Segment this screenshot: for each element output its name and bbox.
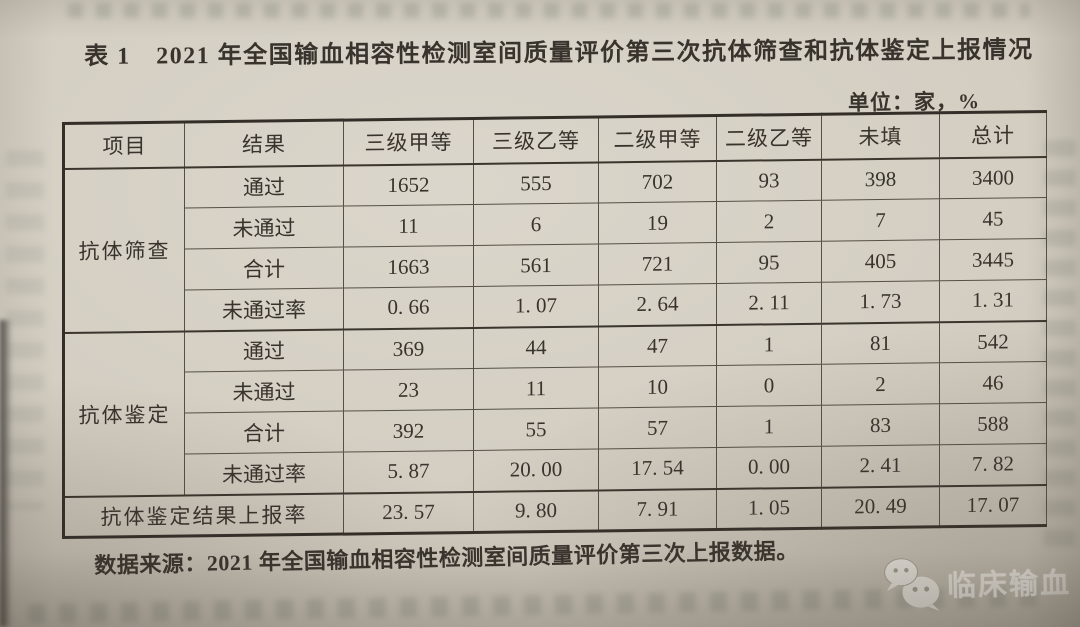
value-cell: 1. 31 [939, 279, 1047, 322]
summary-label-cell: 抗体鉴定结果上报率 [63, 493, 344, 538]
value-cell: 1. 05 [716, 487, 822, 530]
project-cell: 抗体鉴定 [63, 331, 185, 497]
result-cell: 合计 [184, 247, 344, 291]
project-cell: 抗体筛查 [63, 167, 185, 333]
watermark-label: 临床输血 [946, 567, 1072, 603]
value-cell: 702 [598, 160, 717, 203]
value-cell: 10 [598, 365, 717, 408]
value-cell: 369 [343, 327, 474, 371]
column-header: 总计 [939, 111, 1047, 158]
column-header: 三级乙等 [473, 116, 599, 164]
value-cell: 555 [473, 161, 599, 205]
value-cell: 561 [473, 243, 599, 287]
column-header: 二级甲等 [598, 115, 717, 162]
value-cell: 83 [821, 403, 940, 447]
column-header: 结果 [184, 120, 344, 168]
table-wrap: 项目 结果 三级甲等 三级乙等 二级甲等 二级乙等 未填 总计 抗体筛查 通过 … [62, 109, 1047, 539]
result-cell: 未通过 [184, 206, 344, 250]
source-note: 数据来源：2021 年全国输血相容性检测室间质量评价第三次上报数据。 [94, 538, 799, 578]
value-cell: 19 [598, 201, 717, 244]
value-cell: 17. 54 [598, 447, 717, 490]
value-cell: 46 [939, 361, 1047, 404]
value-cell: 405 [821, 239, 940, 283]
result-cell: 未通过率 [184, 452, 344, 496]
value-cell: 7 [821, 198, 940, 242]
value-cell: 47 [598, 324, 717, 367]
value-cell: 1. 73 [821, 280, 940, 324]
value-cell: 0. 66 [343, 286, 474, 330]
value-cell: 542 [939, 320, 1047, 363]
value-cell: 1652 [343, 163, 474, 207]
value-cell: 23 [343, 368, 474, 412]
value-cell: 95 [716, 241, 822, 284]
column-header: 三级甲等 [343, 118, 474, 166]
value-cell: 55 [473, 407, 599, 451]
value-cell: 1 [716, 405, 822, 448]
value-cell: 20. 00 [473, 448, 599, 492]
bleed-through-smudge-top [68, 3, 1030, 18]
value-cell: 7. 82 [939, 443, 1047, 486]
value-cell: 1663 [343, 245, 474, 289]
value-cell: 20. 49 [821, 485, 940, 529]
table-title: 表 1 2021 年全国输血相容性检测室间质量评价第三次抗体筛查和抗体鉴定上报情… [84, 37, 1034, 70]
value-cell: 588 [939, 402, 1047, 445]
page-edge-shadow [0, 320, 12, 627]
value-cell: 1. 07 [473, 284, 599, 328]
bleed-through-smudge-bottom [27, 586, 1043, 624]
wechat-logo-icon [884, 558, 940, 612]
result-cell: 未通过 [184, 370, 344, 414]
value-cell: 0. 00 [716, 446, 822, 489]
value-cell: 23. 57 [343, 491, 474, 535]
value-cell: 93 [716, 159, 822, 202]
result-cell: 通过 [184, 329, 344, 373]
value-cell: 81 [821, 321, 940, 365]
value-cell: 392 [343, 409, 474, 453]
value-cell: 5. 87 [343, 450, 474, 494]
value-cell: 2 [821, 362, 940, 406]
result-cell: 合计 [184, 411, 344, 455]
value-cell: 2. 11 [716, 282, 822, 325]
value-cell: 9. 80 [473, 489, 599, 533]
value-cell: 2. 41 [821, 444, 940, 488]
value-cell: 44 [473, 325, 599, 369]
result-cell: 通过 [184, 165, 344, 209]
bleed-through-smudge-left [6, 150, 44, 510]
value-cell: 2. 64 [598, 283, 717, 326]
value-cell: 11 [343, 204, 474, 248]
result-cell: 未通过率 [184, 288, 344, 332]
column-header: 项目 [63, 122, 185, 169]
value-cell: 398 [821, 157, 940, 201]
value-cell: 721 [598, 242, 717, 285]
value-cell: 57 [598, 406, 717, 449]
report-table: 项目 结果 三级甲等 三级乙等 二级甲等 二级乙等 未填 总计 抗体筛查 通过 … [62, 109, 1047, 539]
value-cell: 11 [473, 366, 599, 410]
value-cell: 2 [716, 200, 822, 243]
value-cell: 7. 91 [598, 488, 717, 531]
value-cell: 45 [939, 197, 1047, 240]
value-cell: 3445 [939, 238, 1047, 281]
value-cell: 6 [473, 202, 599, 246]
value-cell: 1 [716, 323, 822, 366]
bleed-through-smudge-right [1044, 140, 1076, 560]
value-cell: 0 [716, 364, 822, 407]
value-cell: 3400 [939, 156, 1047, 199]
column-header: 未填 [821, 112, 940, 160]
value-cell: 17. 07 [939, 484, 1047, 527]
column-header: 二级乙等 [716, 114, 822, 161]
watermark: 临床输血 [881, 552, 1071, 615]
